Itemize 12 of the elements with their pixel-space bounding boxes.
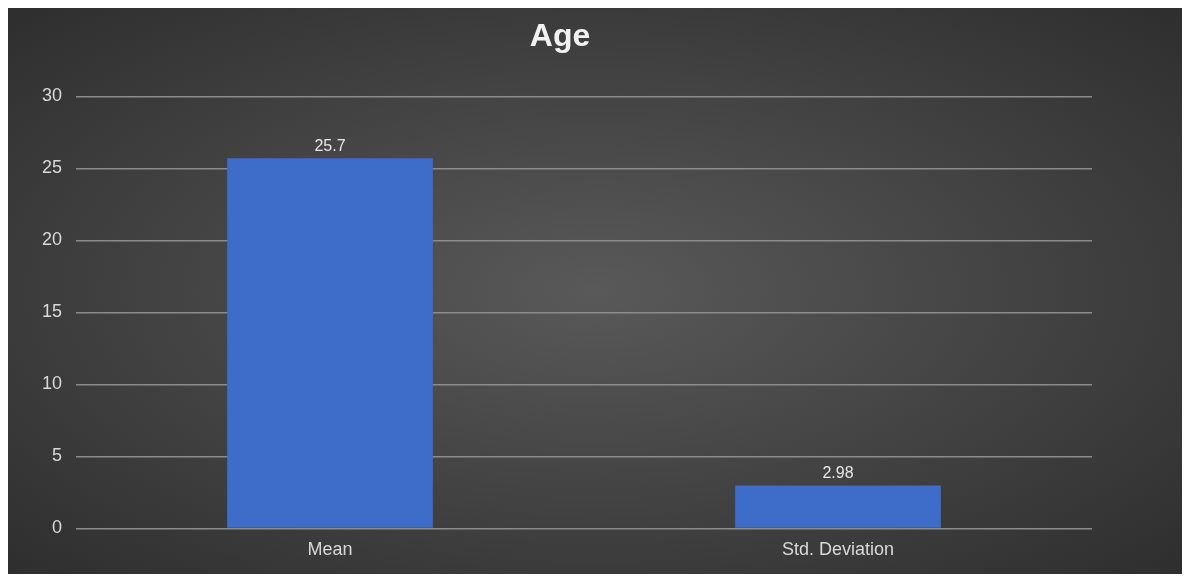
y-tick-label: 25 <box>41 157 63 178</box>
y-tick-label: 30 <box>41 85 63 106</box>
y-tick-label: 0 <box>52 517 63 538</box>
data-label: 2.98 <box>822 463 854 481</box>
x-tick-label: Std. Deviation <box>781 539 895 560</box>
y-tick-label: 15 <box>41 301 63 322</box>
y-tick-label: 20 <box>41 229 63 250</box>
chart-title: Age <box>529 17 591 54</box>
y-tick-label: 5 <box>52 445 63 466</box>
y-tick-label: 10 <box>41 373 63 394</box>
data-label: 25.7 <box>314 136 346 154</box>
x-tick-label: Mean <box>307 539 353 560</box>
